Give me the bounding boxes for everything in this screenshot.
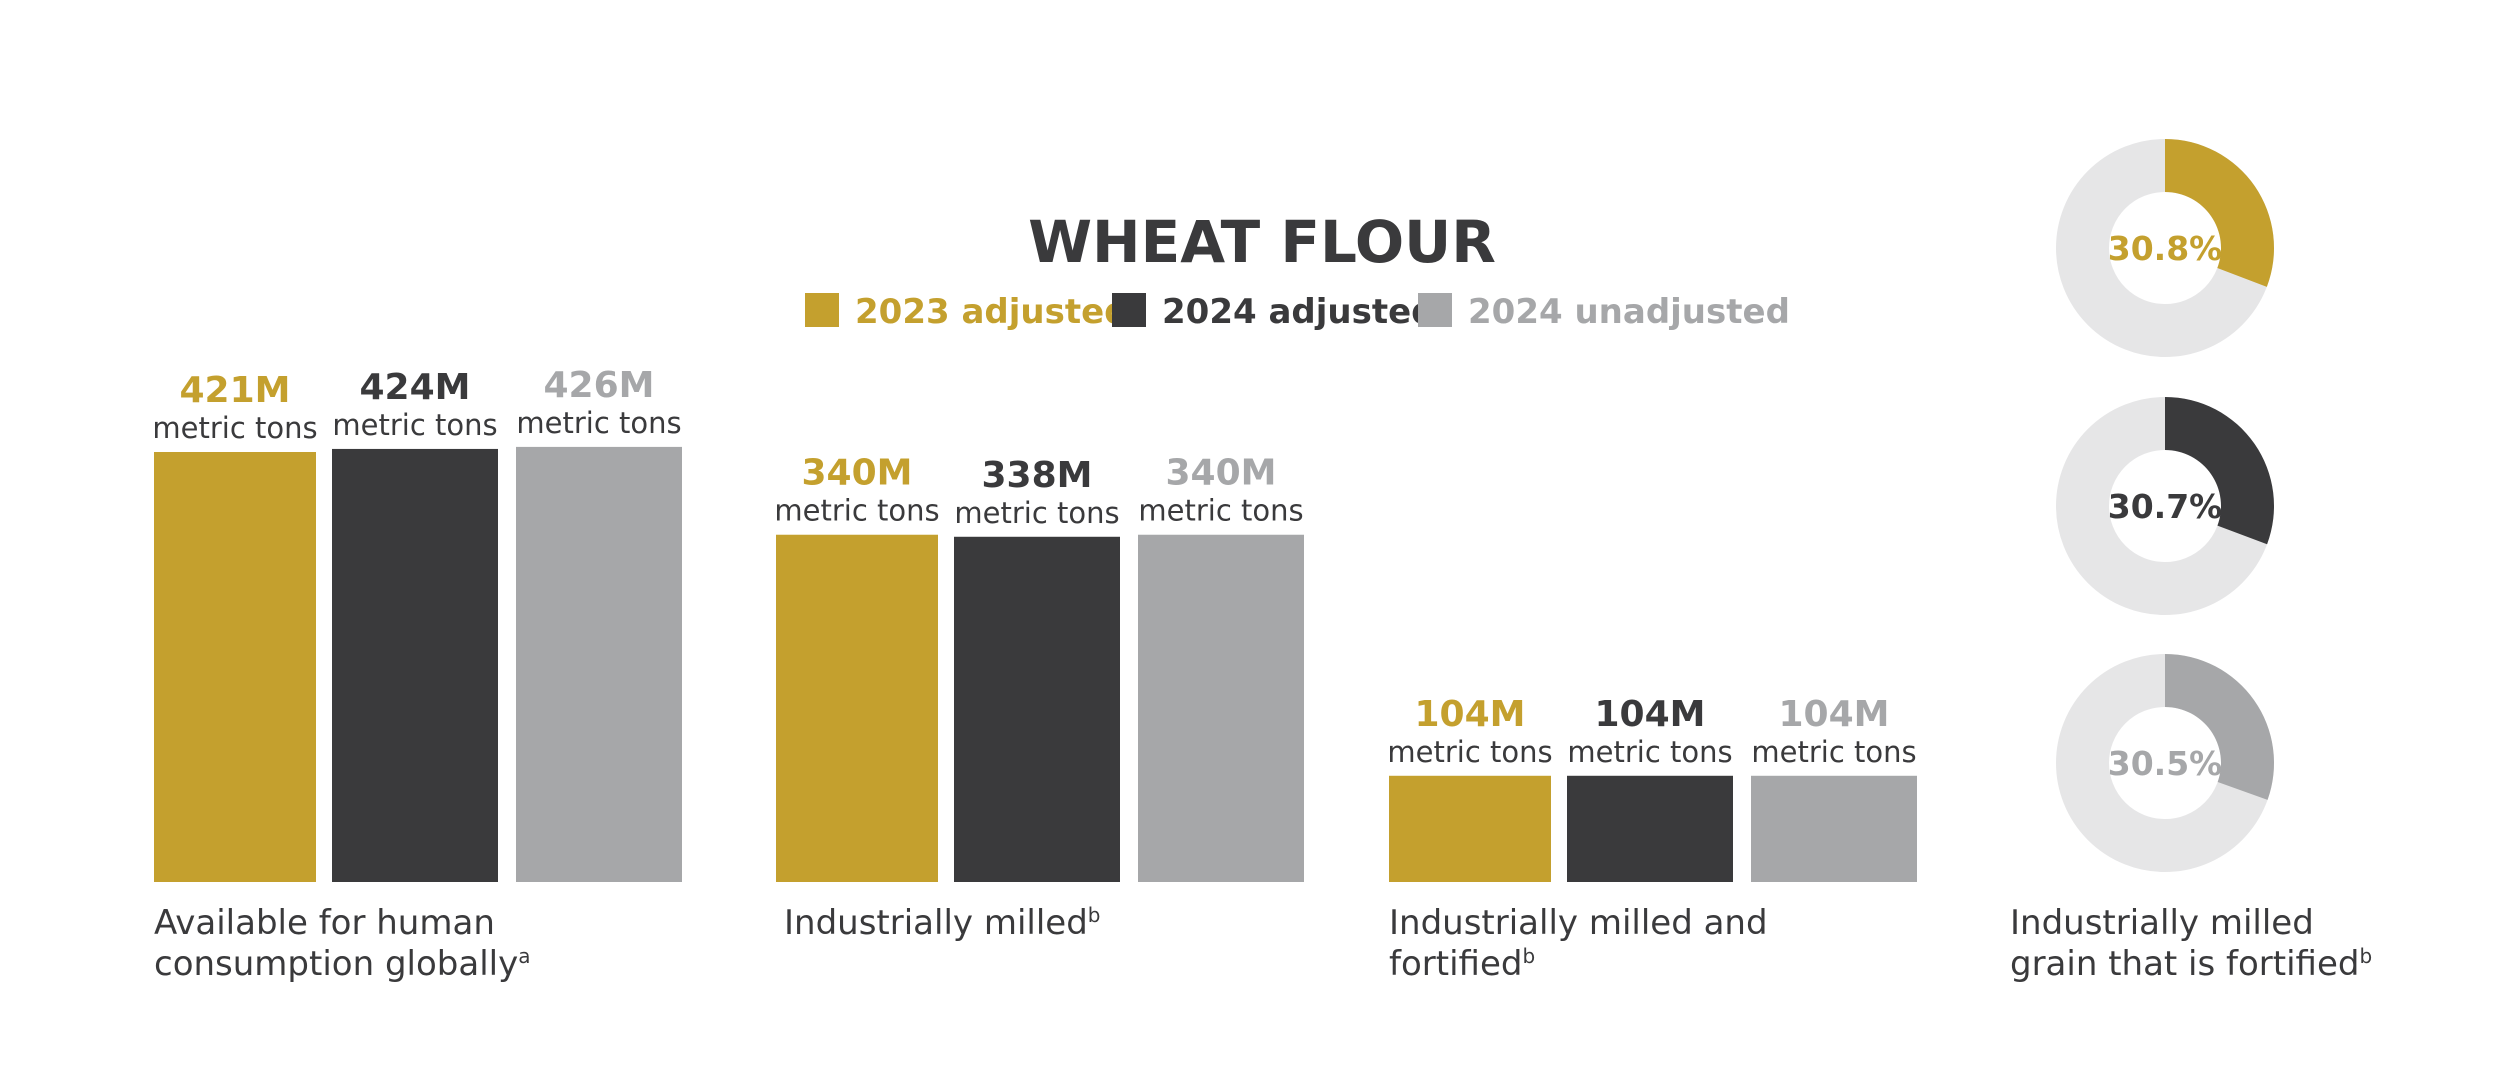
category-label-line: fortified xyxy=(1389,944,1522,984)
bar-unit-label: metric tons xyxy=(954,496,1119,530)
legend-label: 2024 adjusted xyxy=(1162,292,1436,332)
bar-value-label: 424M xyxy=(360,367,471,408)
legend-swatch xyxy=(805,293,839,327)
footnote-marker: b xyxy=(2359,944,2372,968)
bar xyxy=(954,536,1120,882)
legend: 2023 adjusted 2024 adjusted 2024 unadjuste… xyxy=(805,292,1790,332)
bar-unit-label: metric tons xyxy=(1138,494,1303,528)
bar-unit-label: metric tons xyxy=(1387,735,1552,769)
category-label: Available for human xyxy=(154,903,495,943)
bar-value-label: 104M xyxy=(1595,694,1706,735)
bar-value-label: 421M xyxy=(180,370,291,411)
category-label-line: consumption globally xyxy=(154,944,518,984)
donut-slice xyxy=(2165,139,2274,287)
bar-unit-label: metric tons xyxy=(332,408,497,442)
bar-value-label: 340M xyxy=(802,453,913,494)
category-label: consumption globallya xyxy=(154,944,530,984)
donut-slice xyxy=(2165,397,2274,545)
bar-value-label: 338M xyxy=(982,455,1093,496)
footnote-marker: b xyxy=(1522,944,1535,968)
category-label: Industrially milled xyxy=(2010,903,2314,943)
donut-value-label: 30.5% xyxy=(2108,744,2223,783)
bar-value-label: 340M xyxy=(1166,453,1277,494)
legend-label: 2023 adjusted xyxy=(855,292,1129,332)
legend-swatch xyxy=(1418,293,1452,327)
category-label-line: grain that is fortified xyxy=(2010,944,2359,984)
footnote-marker: a xyxy=(518,944,530,968)
bar-value-label: 104M xyxy=(1415,694,1526,735)
category-label: Industrially milledb xyxy=(784,903,1101,943)
bar xyxy=(332,448,498,882)
category-label: Industrially milled and xyxy=(1389,903,1768,943)
category-label-line: Available for human xyxy=(154,903,495,943)
legend-swatch xyxy=(1112,293,1146,327)
category-label-line: Industrially milled and xyxy=(1389,903,1768,943)
category-label: fortifiedb xyxy=(1389,944,1535,984)
bar-value-label: 104M xyxy=(1779,694,1890,735)
bar-value-label: 426M xyxy=(544,365,655,406)
bar-unit-label: metric tons xyxy=(774,494,939,528)
bar xyxy=(1389,775,1551,882)
bar xyxy=(776,534,938,882)
bar-unit-label: metric tons xyxy=(1567,735,1732,769)
category-label: grain that is fortifiedb xyxy=(2010,944,2372,984)
legend-label: 2024 unadjusted xyxy=(1468,292,1790,332)
chart-title: WHEAT FLOUR xyxy=(1028,208,1496,276)
bar xyxy=(516,446,682,882)
footnote-marker: b xyxy=(1088,903,1101,927)
donut-value-label: 30.7% xyxy=(2108,487,2223,526)
bar-unit-label: metric tons xyxy=(516,406,681,440)
bar-unit-label: metric tons xyxy=(1751,735,1916,769)
category-label-line: Industrially milled xyxy=(2010,903,2314,943)
bar xyxy=(1138,534,1304,882)
donut-slice xyxy=(2165,654,2274,800)
bar-unit-label: metric tons xyxy=(152,411,317,445)
donut-value-label: 30.8% xyxy=(2108,229,2223,268)
donut-charts: 30.8% 30.7% 30.5% Industrially milledgrain … xyxy=(2010,139,2372,984)
bar xyxy=(154,452,316,882)
bar xyxy=(1567,775,1733,882)
bar xyxy=(1751,775,1917,882)
category-label-line: Industrially milled xyxy=(784,903,1088,943)
